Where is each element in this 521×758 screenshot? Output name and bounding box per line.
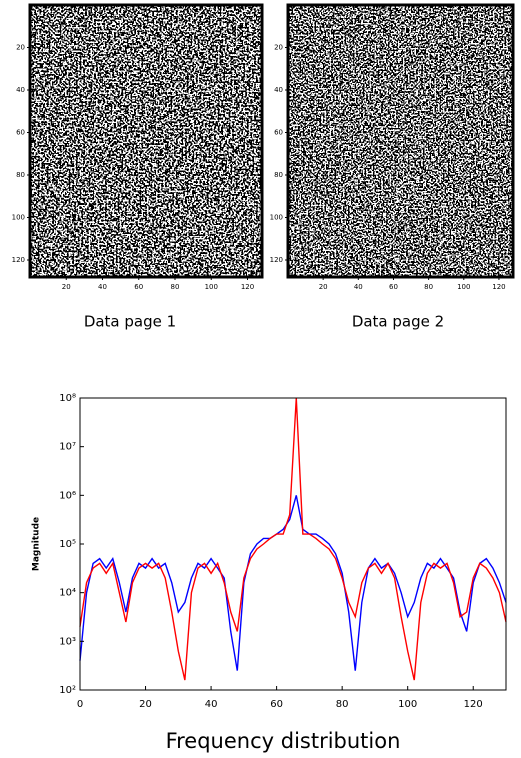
- x-tick-label: 100: [205, 283, 218, 291]
- x-tick-label: 100: [398, 699, 417, 710]
- y-tick-label: 80: [16, 171, 25, 179]
- x-tick-label: 40: [205, 699, 218, 710]
- x-tick-label: 80: [336, 699, 349, 710]
- y-tick-label: 80: [274, 171, 283, 179]
- x-tick-label: 60: [389, 283, 398, 291]
- y-tick-label: 120: [12, 256, 25, 264]
- image-noise: [30, 5, 262, 277]
- x-tick-label: 80: [171, 283, 180, 291]
- y-axis-label: Magnitude: [32, 517, 42, 571]
- y-tick-label: 100: [12, 214, 25, 222]
- y-tick-label: 100: [270, 214, 283, 222]
- y-tick-label: 20: [274, 44, 283, 52]
- y-tick-label: 10⁷: [59, 442, 76, 453]
- image-noise: [288, 5, 513, 277]
- series-line: [79, 495, 507, 671]
- caption: Data page 2: [352, 313, 444, 331]
- plot-area: [80, 398, 506, 690]
- image-frame: [286, 3, 515, 279]
- y-tick-label: 40: [274, 86, 283, 94]
- caption: Data page 1: [84, 313, 176, 331]
- image-frame: [28, 3, 264, 279]
- y-tick-label: 10⁵: [59, 539, 76, 550]
- x-tick-label: 100: [457, 283, 470, 291]
- series-line: [79, 397, 507, 681]
- x-tick-label: 80: [424, 283, 433, 291]
- x-tick-label: 0: [77, 699, 83, 710]
- x-tick-label: 40: [354, 283, 363, 291]
- y-tick-label: 10⁴: [59, 588, 76, 599]
- x-tick-label: 120: [464, 699, 483, 710]
- y-tick-label: 60: [16, 129, 25, 137]
- y-tick-label: 10³: [59, 636, 76, 647]
- x-tick-label: 40: [98, 283, 107, 291]
- x-tick-label: 60: [134, 283, 143, 291]
- y-tick-label: 120: [270, 256, 283, 264]
- y-tick-label: 10⁶: [59, 490, 76, 501]
- x-axis-label: Frequency distribution: [166, 729, 401, 753]
- x-tick-label: 20: [139, 699, 152, 710]
- x-tick-label: 20: [62, 283, 71, 291]
- y-tick-label: 40: [16, 86, 25, 94]
- x-tick-label: 120: [241, 283, 254, 291]
- y-tick-label: 60: [274, 129, 283, 137]
- x-tick-label: 60: [270, 699, 283, 710]
- x-tick-label: 120: [492, 283, 505, 291]
- x-tick-label: 20: [319, 283, 328, 291]
- y-tick-label: 10²: [59, 685, 76, 696]
- y-tick-label: 20: [16, 44, 25, 52]
- y-tick-label: 10⁸: [59, 393, 76, 404]
